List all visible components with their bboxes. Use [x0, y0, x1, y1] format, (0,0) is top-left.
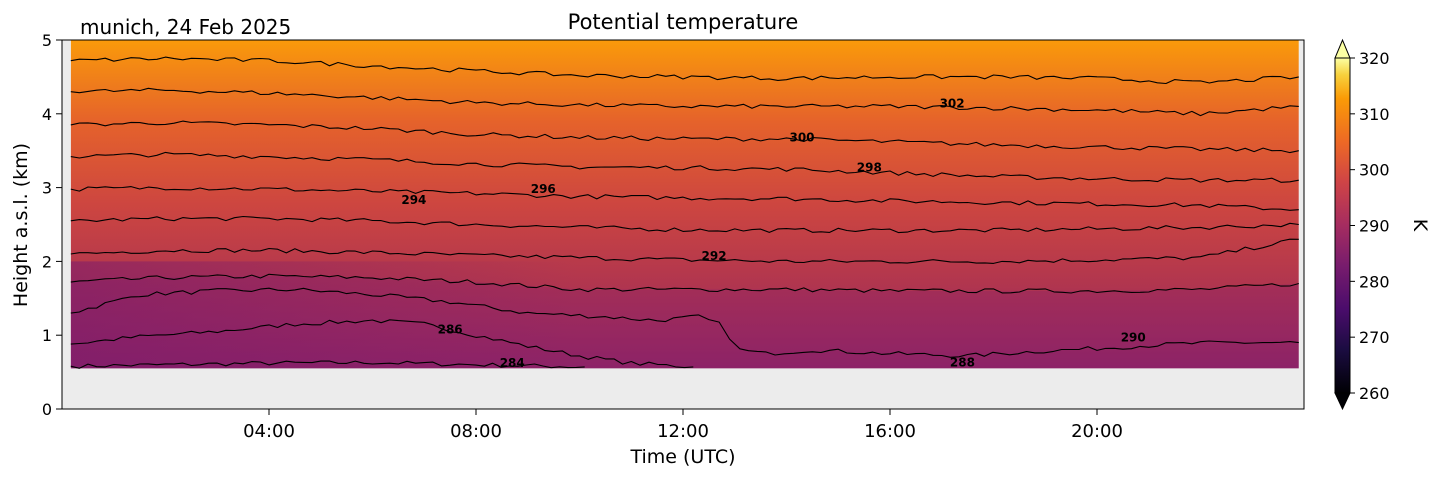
colorbar-tick-label: 300 — [1359, 161, 1390, 180]
contour-294 — [70, 215, 1299, 234]
colorbar-tick-label: 260 — [1359, 384, 1390, 403]
contour-288 — [70, 287, 1299, 358]
contour-286 — [70, 319, 694, 369]
temperature-field-left-shade — [70, 261, 580, 369]
contour-label-290: 290 — [1121, 330, 1146, 344]
contour-label-302: 302 — [940, 96, 965, 110]
contour-290 — [70, 273, 1299, 294]
x-axis-label: Time (UTC) — [629, 446, 735, 468]
colorbar-tick-label: 310 — [1359, 105, 1390, 124]
colorbar-gradient — [1334, 57, 1351, 394]
colorbar-tick-label: 280 — [1359, 272, 1390, 291]
colorbar-label: K — [1409, 219, 1429, 232]
colorbar-tick-label: 290 — [1359, 217, 1390, 236]
colorbar-extend-min — [1334, 392, 1351, 411]
chart-title: Potential temperature — [568, 10, 799, 34]
contour-label-298: 298 — [857, 161, 882, 175]
y-tick-label: 2 — [42, 252, 52, 271]
y-axis-label: Height a.s.l. (km) — [10, 143, 32, 307]
x-tick-label: 16:00 — [864, 421, 916, 442]
isentrope-contours — [70, 56, 1299, 369]
colorbar-extend-max — [1334, 38, 1351, 59]
contour-300 — [70, 120, 1299, 154]
contour-label-288: 288 — [950, 356, 975, 370]
x-tick-label: 20:00 — [1071, 421, 1123, 442]
temperature-field — [70, 40, 1299, 369]
contour-label-286: 286 — [438, 322, 463, 336]
contour-label-292: 292 — [702, 249, 727, 263]
y-axis: 0 1 2 3 4 5 — [42, 31, 62, 419]
contour-label-300: 300 — [789, 130, 814, 144]
contour-296 — [70, 186, 1299, 211]
colorbar-ticks: 260 270 280 290 300 310 320 — [1350, 49, 1390, 403]
contour-302 — [70, 87, 1299, 117]
contour-298 — [70, 151, 1299, 183]
colorbar-tick-label: 270 — [1359, 328, 1390, 347]
contour-292 — [70, 238, 1299, 264]
colorbar: 260 270 280 290 300 310 320 K — [1334, 38, 1429, 411]
y-tick-label: 5 — [42, 31, 52, 50]
contour-label-294: 294 — [401, 193, 426, 207]
contour-284 — [70, 360, 585, 369]
contour-304 — [70, 56, 1299, 85]
contour-label-296: 296 — [531, 182, 556, 196]
contour-label-284: 284 — [500, 356, 525, 370]
y-tick-label: 0 — [42, 400, 52, 419]
chart-subtitle: munich, 24 Feb 2025 — [80, 15, 291, 39]
x-tick-label: 12:00 — [657, 421, 709, 442]
x-tick-label: 04:00 — [243, 421, 295, 442]
y-tick-label: 1 — [42, 326, 52, 345]
y-tick-label: 3 — [42, 179, 52, 198]
x-axis: 04:00 08:00 12:00 16:00 20:00 — [243, 409, 1123, 442]
contour-labels: 284 286 288 290 292 294 296 298 300 302 — [401, 96, 1145, 370]
colorbar-tick-label: 320 — [1359, 49, 1390, 68]
x-tick-label: 08:00 — [450, 421, 502, 442]
y-tick-label: 4 — [42, 105, 52, 124]
